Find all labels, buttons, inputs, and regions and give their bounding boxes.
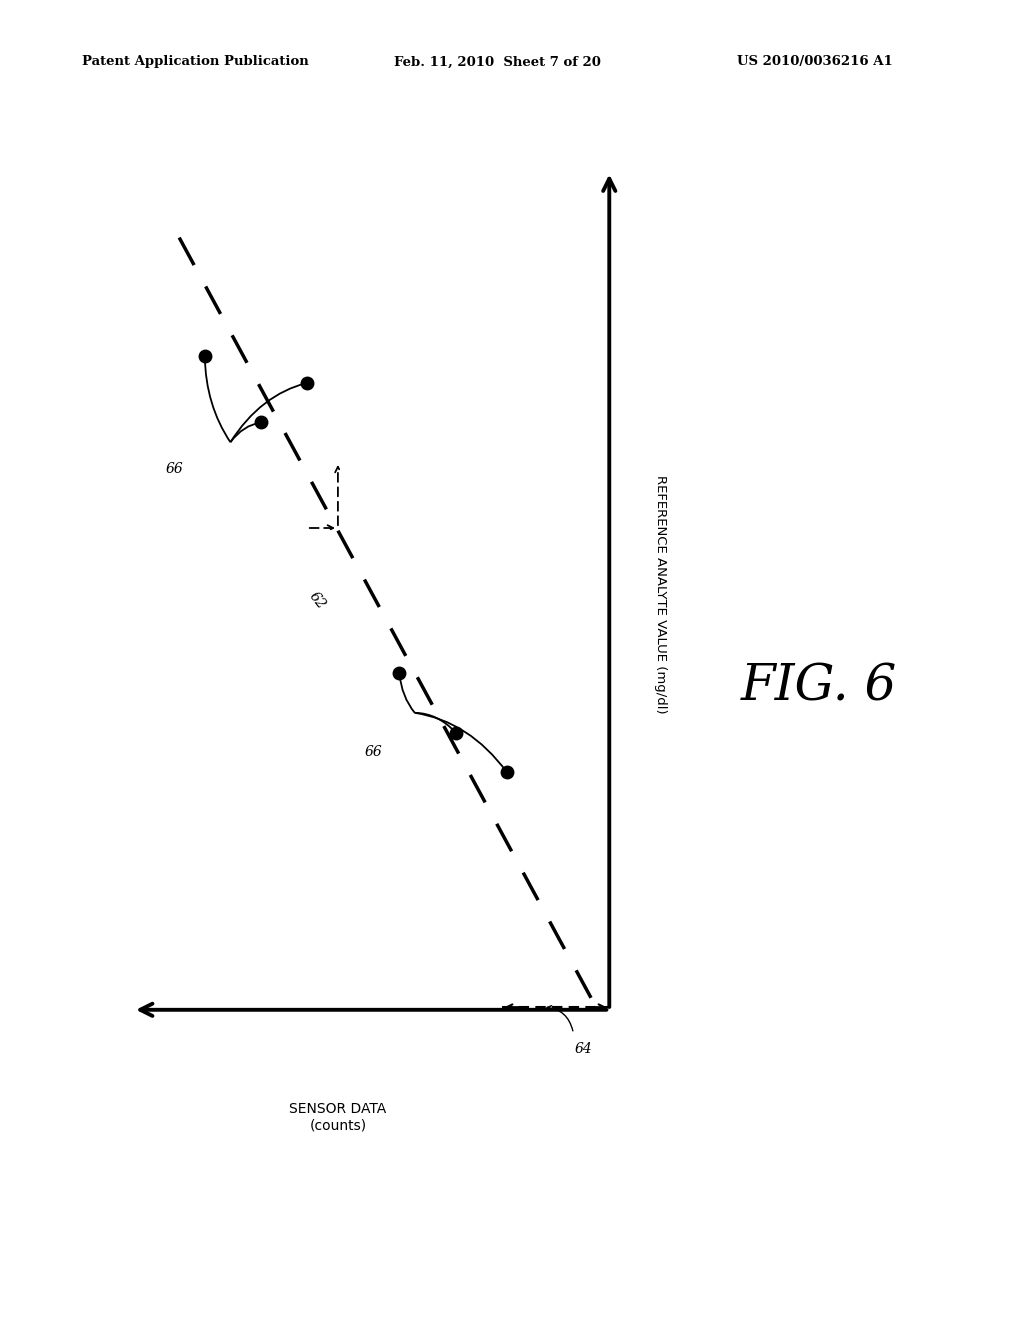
FancyArrowPatch shape <box>547 1006 572 1031</box>
Text: US 2010/0036216 A1: US 2010/0036216 A1 <box>737 55 893 69</box>
Text: FIG. 6: FIG. 6 <box>741 661 897 711</box>
Text: 62: 62 <box>306 589 329 612</box>
Text: 64: 64 <box>574 1043 593 1056</box>
Text: 66: 66 <box>165 462 183 475</box>
Text: SENSOR DATA
(counts): SENSOR DATA (counts) <box>290 1102 386 1133</box>
Text: Patent Application Publication: Patent Application Publication <box>82 55 308 69</box>
Text: REFERENCE ANALYTE VALUE (mg/dl): REFERENCE ANALYTE VALUE (mg/dl) <box>654 475 667 713</box>
Text: 66: 66 <box>365 746 383 759</box>
Text: Feb. 11, 2010  Sheet 7 of 20: Feb. 11, 2010 Sheet 7 of 20 <box>394 55 601 69</box>
